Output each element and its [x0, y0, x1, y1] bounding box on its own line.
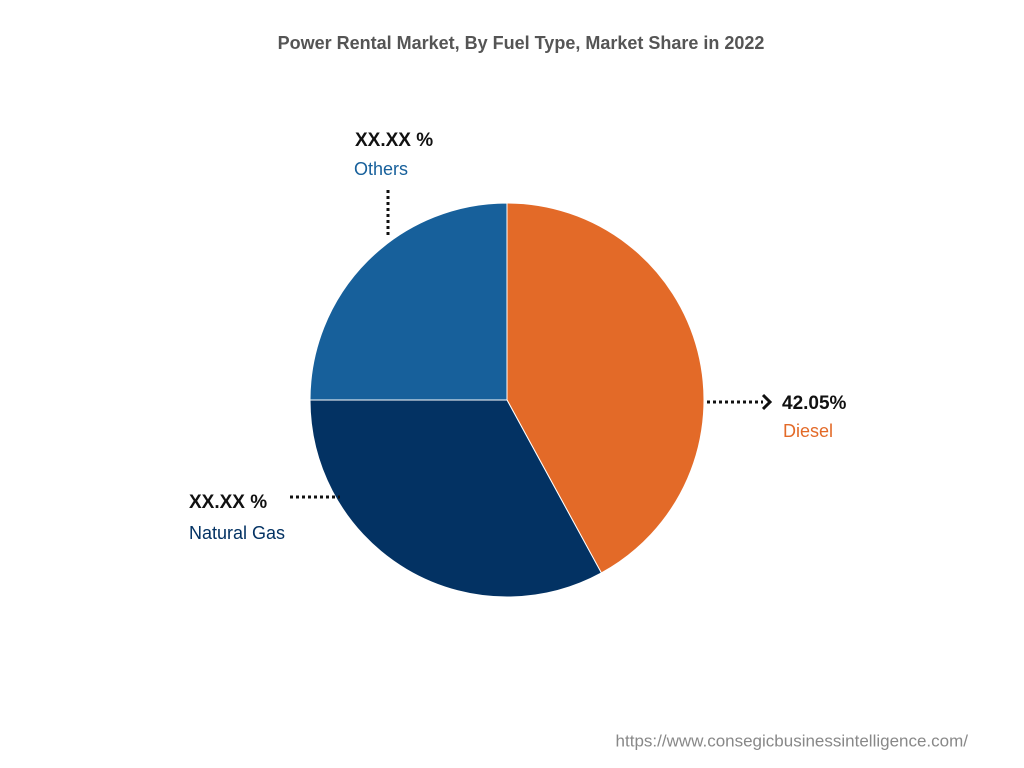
chart-title: Power Rental Market, By Fuel Type, Marke…	[278, 33, 765, 53]
pie-slice	[309, 399, 603, 598]
value-label: XX.XX %	[355, 130, 433, 151]
leader-arrow	[761, 393, 773, 411]
value-label: 42.05%	[782, 393, 847, 414]
pie-slice	[506, 202, 705, 574]
category-label: Diesel	[783, 421, 833, 441]
category-label: Others	[354, 159, 408, 179]
pie-slice	[309, 202, 508, 401]
category-label: Natural Gas	[189, 523, 285, 543]
value-label: XX.XX %	[189, 492, 267, 513]
source-url: https://www.consegicbusinessintelligence…	[616, 731, 969, 750]
